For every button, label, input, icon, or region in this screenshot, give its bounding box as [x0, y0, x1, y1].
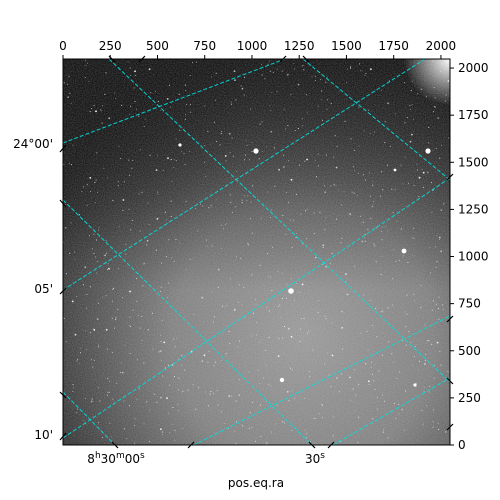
sky-image [63, 59, 450, 445]
coordinate-grid [63, 59, 450, 445]
y-tick-label: 1750 [458, 108, 489, 122]
y-tick-label: 1500 [458, 155, 489, 169]
wcs-edge-ticks [59, 55, 454, 449]
grid-line [63, 59, 426, 291]
x-tick-label: 1500 [331, 39, 362, 53]
dec-tick-label: 05' [34, 282, 53, 296]
x-tick-label: 0 [59, 39, 67, 53]
x-tick-label: 500 [146, 39, 169, 53]
y-tick-label: 1000 [458, 250, 489, 264]
grid-line [63, 199, 313, 445]
x-tick-label: 1250 [284, 39, 315, 53]
y-tick-label: 750 [458, 297, 481, 311]
grid-line [63, 59, 286, 144]
x-tick-label: 1750 [378, 39, 409, 53]
y-tick-label: 1250 [458, 202, 489, 216]
x-tick-label: 750 [193, 39, 216, 53]
plot-frame [62, 58, 451, 446]
y-tick-label: 500 [458, 344, 481, 358]
ra-tick-labels: 8h30m00s 30s [87, 451, 325, 466]
dec-tick-label: 24°00' [13, 137, 53, 151]
right-pixel-axis: 0 250 500 750 1000 1250 1500 1750 2000 [450, 61, 489, 452]
dec-tick-labels: 24°00' 05' 10' [13, 137, 53, 442]
grid-line [332, 377, 450, 445]
y-tick-label: 2000 [458, 61, 489, 75]
y-tick-label: 250 [458, 391, 481, 405]
grid-line [302, 59, 450, 181]
x-tick-label: 1000 [237, 39, 268, 53]
top-pixel-axis: 0 250 500 750 1000 1250 1500 1750 2000 [59, 39, 456, 59]
grid-line [192, 315, 450, 445]
grid-line [63, 391, 116, 445]
ra-tick-label: 30s [305, 451, 325, 466]
x-tick-label: 250 [99, 39, 122, 53]
ra-tick-label: 8h30m00s [87, 451, 145, 466]
grid-line [108, 59, 450, 383]
x-tick-label: 2000 [426, 39, 457, 53]
dec-tick-label: 10' [34, 428, 53, 442]
x-axis-label: pos.eq.ra [228, 476, 284, 490]
stars [63, 59, 450, 445]
y-tick-label: 0 [458, 438, 466, 452]
